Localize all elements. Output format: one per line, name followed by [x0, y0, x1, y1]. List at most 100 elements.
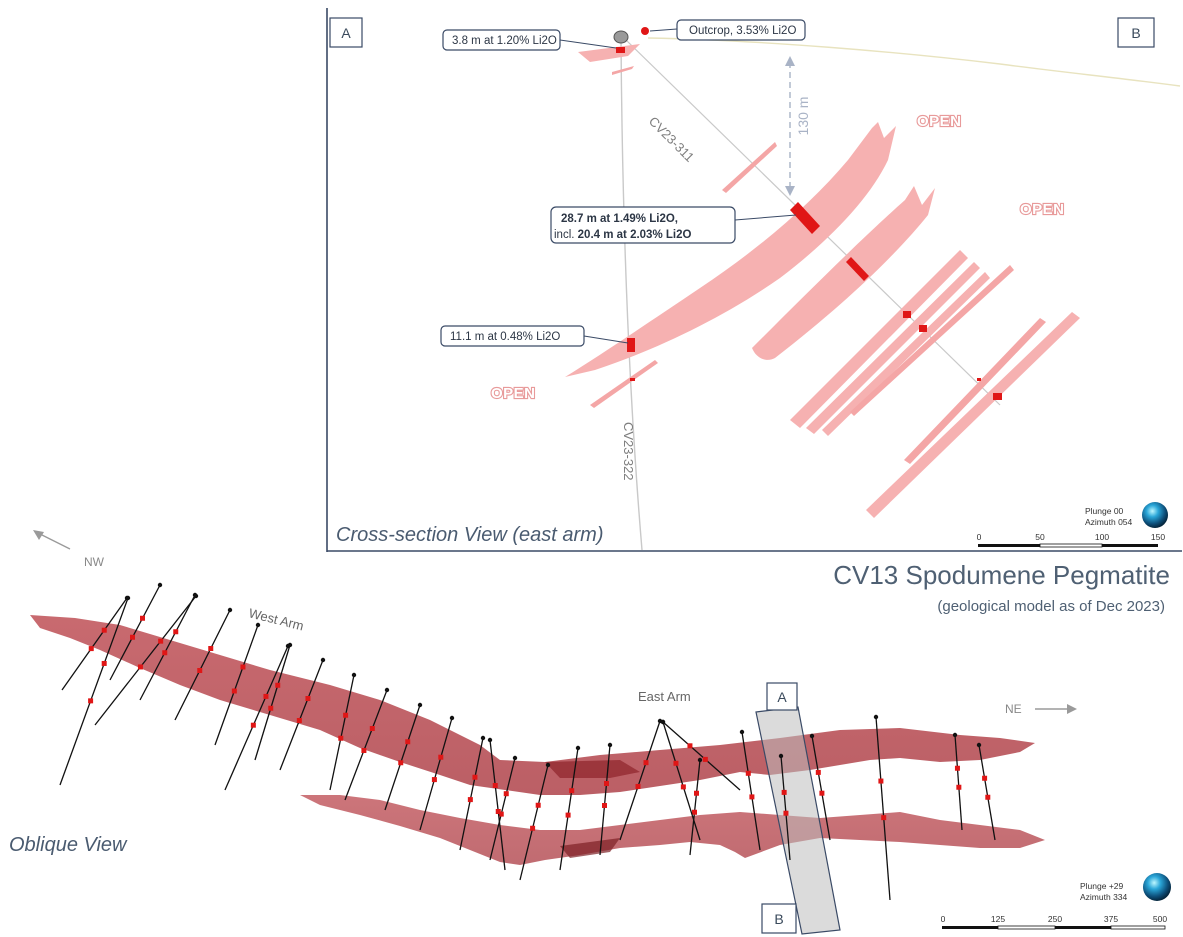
callout-box	[442, 29, 561, 51]
corner-label: A	[341, 25, 351, 41]
outcrop-marker	[641, 27, 649, 35]
intercept-mark	[398, 760, 404, 766]
intercept-mark	[815, 769, 821, 775]
pegmatite-dyke-main	[565, 122, 896, 377]
section-plane-ab: A A B	[755, 682, 841, 935]
drill-trace	[139, 594, 196, 701]
nw-label: NW	[84, 555, 105, 569]
body-shading	[545, 760, 640, 778]
callout-leader	[649, 28, 678, 32]
ne-arrowhead-icon	[1067, 704, 1077, 714]
intercept-mark	[982, 775, 988, 781]
pegmatite-dyke	[722, 142, 777, 193]
orientation-globe-icon	[1143, 873, 1171, 901]
intercept-mark	[140, 615, 145, 621]
drill-trace	[978, 744, 996, 841]
intercept-mark	[535, 802, 541, 808]
intercept-mark	[158, 638, 164, 644]
intercept-mark	[275, 682, 281, 688]
oblique-plunge: Plunge +29	[1080, 881, 1124, 891]
intercept-mark	[137, 664, 143, 670]
drill-collar	[952, 732, 958, 738]
intercept-dyke	[919, 325, 927, 332]
section-label-b: B	[774, 911, 783, 927]
intercept-mark	[495, 809, 501, 814]
depth-arrowhead-top	[785, 56, 795, 66]
intercept-mark	[643, 760, 649, 766]
scale-tick: 150	[1151, 532, 1165, 542]
intercept-mark	[673, 760, 679, 766]
ne-label: NE	[1005, 702, 1022, 716]
intercept-secondary	[846, 257, 869, 281]
drill-collar	[285, 643, 291, 649]
body-shading	[560, 838, 620, 858]
scale-tick: 125	[991, 914, 1005, 924]
drill-collar	[449, 715, 455, 721]
pegmatite-dyke	[850, 265, 1014, 416]
intercept-top	[616, 47, 625, 53]
drill-collar	[417, 702, 423, 708]
orientation-globe-icon	[1142, 502, 1168, 528]
corner-box	[1117, 17, 1155, 48]
drill-trace	[384, 704, 421, 811]
nw-arrowhead-icon	[33, 530, 44, 540]
intercept-mark	[467, 797, 473, 803]
cross-section-plunge: Plunge 00	[1085, 506, 1124, 516]
drill-trace	[689, 759, 701, 856]
drill-trace	[875, 716, 891, 901]
intercept-mark	[305, 696, 311, 701]
drill-trace	[224, 645, 289, 791]
topography-line	[647, 37, 1181, 87]
drill-collar	[976, 742, 982, 748]
depth-annotation: 130 m	[785, 56, 811, 196]
callout-text: 3.8 m at 1.20% Li2O	[452, 35, 557, 47]
drill-trace	[519, 764, 549, 881]
figure-title: CV13 Spodumene Pegmatite	[833, 560, 1170, 590]
scale-tick: 375	[1104, 914, 1118, 924]
drill-trace	[559, 747, 579, 871]
intercept-mark	[173, 629, 179, 635]
drill-collar	[778, 753, 784, 759]
pegmatite-bodies-oblique	[30, 615, 1045, 865]
intercept-mark	[405, 739, 411, 745]
intercept-lower	[627, 338, 635, 352]
hole-label-cv23-311: CV23-311	[646, 114, 697, 165]
pegmatite-dyke	[904, 318, 1046, 464]
intercept-mark	[783, 810, 789, 816]
intercept-mark	[954, 765, 960, 771]
callout-box	[676, 19, 806, 41]
intercept-mark	[745, 770, 751, 776]
callout-text-line2: incl. 20.4 m at 2.03% Li2O	[554, 229, 691, 241]
pegmatite-dyke	[752, 186, 935, 360]
pegmatite-dyke	[590, 360, 658, 408]
scale-tick: 500	[1153, 914, 1167, 924]
callout-box	[550, 206, 736, 244]
intercept-mark	[472, 774, 478, 780]
intercept-mark	[692, 809, 697, 815]
drill-collar	[739, 729, 745, 735]
intercept-mark	[881, 815, 887, 821]
drill-trace	[954, 734, 963, 831]
pegmatite-dykes	[565, 44, 1080, 518]
cross-section-scale-bar: 0 50 100 150	[977, 532, 1165, 548]
drill-hole-cv23-322-trace	[620, 39, 643, 551]
intercept-mark	[702, 756, 708, 762]
callout-main-intercept: 28.7 m at 1.49% Li2O, incl. 20.4 m at 2.…	[550, 206, 797, 244]
intercept-mark	[231, 688, 237, 694]
drill-trace	[599, 744, 611, 856]
section-label-box-b	[761, 903, 797, 934]
intercept-mark	[250, 722, 256, 728]
intercept-mark	[369, 726, 375, 731]
open-label: OPEN	[917, 113, 962, 130]
intercept-mark	[88, 698, 94, 704]
intercept-mark	[431, 777, 437, 783]
drill-collar	[809, 733, 815, 739]
callout-leader	[734, 214, 797, 221]
intercept-mark	[602, 803, 607, 808]
drill-collar	[613, 30, 629, 44]
scale-tick: 50	[1035, 532, 1045, 542]
drill-trace	[489, 739, 506, 871]
section-label-box-a	[766, 682, 798, 711]
drill-trace	[662, 721, 701, 841]
